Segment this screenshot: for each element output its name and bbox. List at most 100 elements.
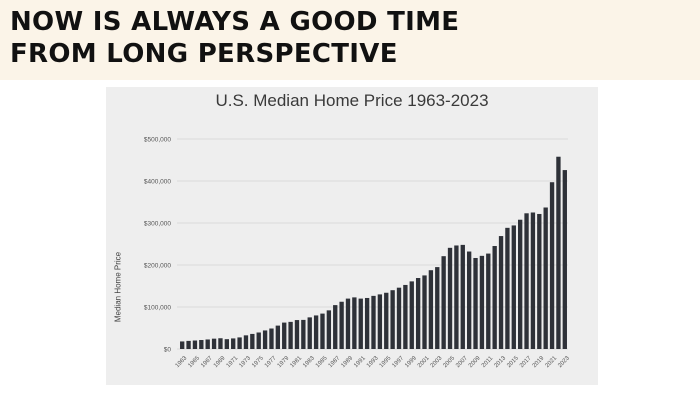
bar (282, 322, 287, 349)
x-tick-label: 1973 (238, 355, 252, 369)
headline-band: NOW IS ALWAYS A GOOD TIME FROM LONG PERS… (0, 0, 700, 80)
x-tick-label: 2017 (519, 355, 533, 369)
x-tick-label: 2001 (417, 355, 431, 369)
bar (409, 281, 414, 349)
bar (460, 244, 465, 349)
bar (333, 305, 338, 349)
x-tick-label: 1979 (277, 355, 291, 369)
headline-line-2: FROM LONG PERSPECTIVE (10, 39, 398, 69)
bar (275, 325, 281, 349)
bar (192, 340, 198, 349)
x-tick-label: 1969 (213, 355, 227, 369)
x-tick-label: 1995 (379, 355, 393, 369)
chart-panel: $0 $100,000 $200,000 $300,000 $400,000 $500,0… (106, 87, 598, 385)
bar (543, 207, 548, 349)
bar-chart: $0 $100,000 $200,000 $300,000 $400,000 $500,0… (144, 137, 572, 370)
x-tick-label: 1977 (264, 355, 278, 369)
bar (364, 297, 370, 349)
bar (288, 321, 293, 349)
bar (498, 236, 504, 349)
x-tick-label: 2005 (442, 355, 456, 369)
bar (371, 295, 376, 349)
x-tick-label: 2011 (481, 355, 495, 369)
x-tick-label: 2015 (506, 355, 520, 369)
bar (218, 338, 223, 349)
y-tick-label: $300,000 (144, 221, 171, 228)
x-tick-label: 1989 (340, 355, 354, 369)
bar (454, 245, 459, 349)
x-tick-label: 1983 (302, 355, 316, 369)
x-tick-label: 1999 (404, 355, 418, 369)
x-tick-label: 1981 (289, 355, 303, 369)
x-tick-label: 2009 (468, 355, 482, 369)
x-tick-label: 1967 (200, 355, 214, 369)
bar (211, 338, 217, 349)
bar (403, 284, 408, 349)
x-tick-label: 2023 (557, 355, 571, 369)
bar (486, 253, 491, 349)
y-tick-label: $400,000 (144, 179, 171, 186)
bar (530, 212, 536, 349)
x-tick-label: 2013 (493, 355, 507, 369)
bar (435, 267, 440, 349)
x-tick-label: 2007 (455, 355, 469, 369)
bar (549, 182, 555, 349)
bar (294, 320, 300, 349)
x-tick-label: 1987 (328, 355, 342, 369)
y-tick-label: $0 (164, 347, 172, 354)
bar (447, 247, 453, 349)
bar (518, 219, 523, 349)
x-tick-label: 2021 (545, 355, 559, 369)
bar (186, 340, 191, 349)
bar (492, 246, 497, 349)
bar (307, 317, 312, 349)
bar (556, 156, 561, 349)
bar (466, 251, 472, 349)
bar (505, 227, 510, 349)
bar (441, 256, 446, 349)
chart-title: U.S. Median Home Price 1963-2023 (215, 91, 489, 110)
bar (250, 333, 255, 349)
bar (237, 337, 242, 349)
x-tick-label: 1997 (391, 355, 405, 369)
x-tick-label: 1991 (353, 355, 367, 369)
bar (326, 310, 332, 349)
bar (537, 213, 542, 349)
bar (415, 278, 421, 349)
bar (269, 328, 274, 349)
slide-headline: NOW IS ALWAYS A GOOD TIME FROM LONG PERS… (10, 6, 459, 70)
bar (352, 297, 357, 349)
x-tick-label: 1985 (315, 355, 329, 369)
y-tick-label: $200,000 (144, 263, 171, 270)
headline-line-1: NOW IS ALWAYS A GOOD TIME (10, 7, 460, 37)
y-tick-label: $100,000 (144, 305, 171, 312)
x-tick-label: 2003 (430, 355, 444, 369)
bar (358, 298, 363, 349)
bar (384, 292, 389, 349)
bar (396, 287, 402, 349)
bar (301, 319, 306, 349)
bar (377, 294, 383, 349)
bar (243, 335, 249, 349)
bar (339, 301, 344, 349)
bar (320, 313, 325, 349)
bar (345, 298, 351, 349)
bar (224, 339, 229, 349)
x-tick-label: 1965 (187, 355, 201, 369)
bar (428, 270, 434, 349)
bar (473, 257, 478, 349)
x-tick-label: 1971 (226, 355, 240, 369)
bar (180, 341, 185, 349)
bar (313, 315, 319, 349)
bar (256, 332, 261, 349)
x-tick-label: 2019 (532, 355, 546, 369)
x-tick-label: 1993 (366, 355, 380, 369)
y-axis-label: Median Home Price (113, 251, 123, 323)
bar (199, 340, 204, 349)
x-tick-label: 1963 (175, 355, 189, 369)
y-tick-label: $500,000 (144, 137, 171, 144)
bar (562, 170, 567, 349)
bar (479, 255, 485, 349)
bar (511, 225, 516, 349)
bar (231, 338, 236, 349)
